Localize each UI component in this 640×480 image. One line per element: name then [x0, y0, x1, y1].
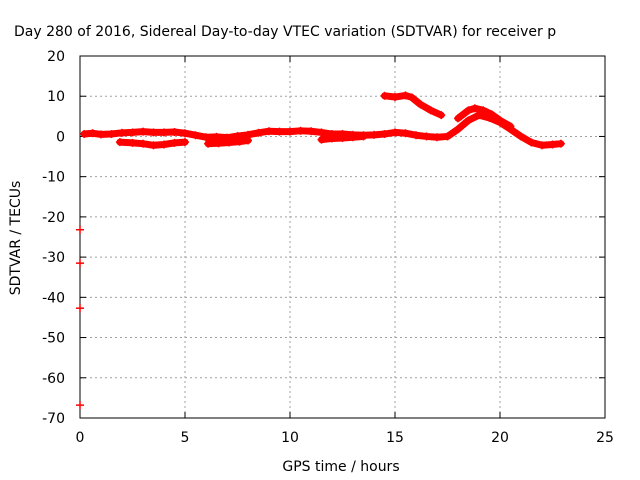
- data-point-1-4: [160, 140, 168, 149]
- data-point-0-29: [380, 130, 389, 139]
- data-point-1-5: [170, 138, 179, 147]
- data-point-0-7: [149, 128, 158, 137]
- y-tick-label-3: -40: [42, 290, 65, 306]
- y-tick-label-2: -50: [42, 331, 65, 347]
- data-point-1-2: [139, 139, 147, 148]
- data-point-3-4: [359, 132, 368, 141]
- data-point-1-3: [149, 141, 158, 150]
- data-point-0-32: [412, 131, 420, 140]
- x-tick-label-0: 0: [76, 430, 85, 446]
- data-point-3-0: [317, 135, 326, 144]
- data-point-0-28: [370, 130, 378, 139]
- y-tick-label-4: -30: [42, 250, 65, 266]
- data-point-1-0: [115, 138, 124, 147]
- data-point-4-4: [416, 100, 425, 109]
- data-point-5-3: [479, 106, 488, 115]
- y-tick-label-9: 20: [47, 49, 65, 65]
- data-point-0-43: [527, 138, 536, 147]
- data-point-6-3: [76, 401, 84, 410]
- data-points: [76, 91, 565, 410]
- data-point-0-31: [401, 129, 410, 138]
- y-tick-label-6: -10: [42, 170, 65, 186]
- x-tick-label-3: 15: [386, 430, 404, 446]
- data-point-2-1: [214, 139, 223, 148]
- data-point-0-22: [307, 127, 315, 136]
- data-point-0-36: [454, 125, 462, 134]
- data-point-0-20: [286, 127, 294, 136]
- plot-border: [79, 55, 606, 419]
- data-point-0-11: [191, 131, 200, 140]
- data-point-0-46: [556, 139, 565, 148]
- plot-frame: [79, 55, 606, 419]
- data-point-0-18: [265, 127, 273, 136]
- data-point-2-0: [204, 139, 213, 148]
- data-point-0-5: [128, 128, 137, 137]
- series-4-band: [381, 91, 445, 119]
- y-axis-label: SDTVAR / TECUs: [8, 181, 24, 296]
- data-point-0-12: [202, 133, 210, 142]
- y-axis-ticks: -70 -60 -50 -40 -30 -20 -10 0 10 20: [42, 49, 605, 427]
- data-point-2-2: [225, 138, 234, 147]
- data-point-5-4: [487, 110, 496, 119]
- data-point-0-19: [275, 127, 284, 136]
- data-point-0-4: [118, 128, 126, 137]
- data-point-0-0: [80, 130, 89, 139]
- data-point-4-3: [407, 93, 416, 102]
- x-tick-label-5: 25: [596, 430, 614, 446]
- data-point-0-8: [160, 128, 168, 137]
- data-point-1-6: [181, 138, 189, 147]
- data-point-5-0: [454, 114, 462, 123]
- data-point-5-5: [496, 116, 504, 125]
- x-tick-label-1: 5: [181, 430, 190, 446]
- data-point-0-33: [422, 132, 431, 141]
- data-point-0-1: [88, 129, 97, 138]
- data-point-0-44: [538, 141, 546, 150]
- data-point-0-9: [170, 128, 179, 137]
- data-point-3-3: [349, 133, 357, 142]
- data-point-0-3: [107, 130, 116, 139]
- chart-title: Day 280 of 2016, Sidereal Day-to-day VTE…: [14, 24, 556, 40]
- data-point-0-30: [391, 128, 399, 137]
- data-point-1-1: [128, 138, 137, 147]
- x-axis-ticks: 0 5 10 15 20 25: [76, 56, 614, 446]
- x-axis-label: GPS time / hours: [282, 459, 399, 475]
- data-point-6-2: [76, 304, 84, 313]
- data-point-5-1: [464, 106, 473, 115]
- data-point-0-42: [517, 132, 525, 141]
- data-point-4-5: [426, 106, 435, 115]
- x-tick-label-2: 10: [281, 430, 299, 446]
- data-point-0-10: [181, 129, 189, 138]
- y-tick-label-0: -70: [42, 411, 65, 427]
- data-point-0-34: [433, 133, 441, 142]
- data-point-4-1: [391, 93, 399, 102]
- data-point-4-0: [380, 91, 389, 100]
- data-point-3-1: [328, 134, 336, 143]
- data-point-0-37: [464, 116, 473, 125]
- y-tick-label-1: -60: [42, 371, 65, 387]
- data-point-0-21: [296, 126, 305, 135]
- data-point-3-2: [338, 134, 347, 143]
- data-point-0-23: [317, 128, 326, 137]
- y-tick-label-7: 0: [56, 129, 65, 145]
- x-tick-label-4: 20: [491, 430, 509, 446]
- data-point-5-6: [506, 122, 515, 131]
- data-point-0-2: [97, 130, 105, 139]
- data-point-5-2: [470, 104, 479, 113]
- data-point-2-4: [244, 136, 252, 145]
- grid-lines: [80, 56, 605, 418]
- data-point-0-35: [443, 132, 452, 141]
- y-tick-label-8: 10: [47, 89, 65, 105]
- data-point-0-45: [548, 140, 557, 149]
- data-point-4-2: [401, 91, 410, 100]
- data-point-0-13: [212, 132, 221, 141]
- data-point-2-3: [235, 137, 244, 146]
- data-point-6-1: [76, 259, 84, 268]
- data-point-0-17: [254, 128, 263, 137]
- data-point-4-6: [437, 111, 446, 120]
- y-tick-label-5: -20: [42, 210, 65, 226]
- data-point-0-6: [139, 127, 147, 136]
- data-point-6-0: [76, 225, 84, 234]
